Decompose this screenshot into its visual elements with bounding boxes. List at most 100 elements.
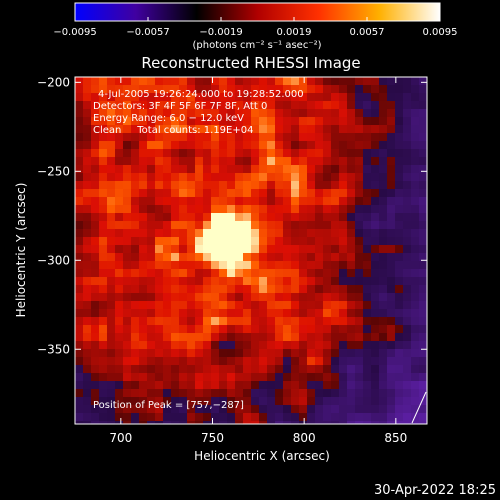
- heatmap-cell: [179, 293, 187, 301]
- heatmap-cell: [403, 109, 411, 117]
- heatmap-cell: [115, 317, 123, 325]
- heatmap-cell: [387, 389, 395, 397]
- heatmap-cell: [211, 221, 219, 229]
- heatmap-cell: [259, 93, 267, 101]
- heatmap-cell: [419, 125, 427, 133]
- heatmap-cell: [75, 277, 83, 285]
- heatmap-cell: [283, 389, 291, 397]
- heatmap-cell: [227, 341, 235, 349]
- heatmap-cell: [227, 85, 235, 93]
- heatmap-cell: [219, 189, 227, 197]
- heatmap-cell: [323, 77, 331, 85]
- heatmap-cell: [219, 181, 227, 189]
- heatmap-cell: [307, 181, 315, 189]
- heatmap-cell: [307, 85, 315, 93]
- heatmap-cell: [219, 397, 227, 405]
- heatmap-cell: [155, 261, 163, 269]
- heatmap-cell: [163, 205, 171, 213]
- heatmap-cell: [75, 85, 83, 93]
- heatmap-cell: [187, 213, 195, 221]
- heatmap-cell: [171, 261, 179, 269]
- heatmap-cell: [411, 157, 419, 165]
- heatmap-cell: [331, 237, 339, 245]
- heatmap-cell: [315, 269, 323, 277]
- heatmap-cell: [403, 101, 411, 109]
- heatmap-cell: [387, 213, 395, 221]
- heatmap-cell: [75, 261, 83, 269]
- heatmap-cell: [123, 189, 131, 197]
- heatmap-cell: [163, 109, 171, 117]
- heatmap-cell: [387, 261, 395, 269]
- heatmap-cell: [115, 365, 123, 373]
- heatmap-cell: [275, 389, 283, 397]
- heatmap-cell: [123, 213, 131, 221]
- heatmap-cell: [219, 293, 227, 301]
- heatmap-cell: [123, 253, 131, 261]
- heatmap-cell: [299, 389, 307, 397]
- heatmap-cell: [227, 261, 235, 269]
- heatmap-cell: [323, 165, 331, 173]
- heatmap-cell: [99, 277, 107, 285]
- heatmap-cell: [419, 293, 427, 301]
- heatmap-cell: [227, 309, 235, 317]
- heatmap-cell: [315, 357, 323, 365]
- heatmap-cell: [419, 149, 427, 157]
- heatmap-cell: [419, 237, 427, 245]
- y-tick-label: −200: [37, 75, 70, 89]
- heatmap-cell: [115, 117, 123, 125]
- heatmap-cell: [235, 181, 243, 189]
- heatmap-cell: [403, 77, 411, 85]
- heatmap-cell: [299, 269, 307, 277]
- heatmap-cell: [419, 317, 427, 325]
- heatmap-cell: [131, 301, 139, 309]
- heatmap-cell: [379, 405, 387, 413]
- heatmap-cell: [315, 333, 323, 341]
- heatmap-cell: [251, 221, 259, 229]
- heatmap-cell: [107, 221, 115, 229]
- heatmap-cell: [299, 205, 307, 213]
- heatmap-cell: [155, 109, 163, 117]
- heatmap-cell: [147, 141, 155, 149]
- heatmap-cell: [419, 101, 427, 109]
- heatmap-cell: [211, 341, 219, 349]
- heatmap-cell: [283, 189, 291, 197]
- heatmap-cell: [131, 277, 139, 285]
- heatmap-cell: [419, 373, 427, 381]
- heatmap-cell: [347, 77, 355, 85]
- heatmap-cell: [139, 93, 147, 101]
- heatmap-cell: [363, 133, 371, 141]
- heatmap-cell: [243, 93, 251, 101]
- heatmap-cell: [411, 381, 419, 389]
- heatmap-cell: [307, 189, 315, 197]
- heatmap-cell: [243, 117, 251, 125]
- heatmap-cell: [371, 421, 379, 424]
- heatmap-cell: [131, 245, 139, 253]
- heatmap-cell: [331, 365, 339, 373]
- heatmap-cell: [211, 325, 219, 333]
- heatmap-cell: [291, 221, 299, 229]
- heatmap-cell: [395, 309, 403, 317]
- heatmap-cell: [419, 381, 427, 389]
- heatmap-cell: [107, 325, 115, 333]
- heatmap-cell: [275, 213, 283, 221]
- heatmap-cell: [371, 149, 379, 157]
- heatmap-cell: [131, 117, 139, 125]
- heatmap-cell: [219, 109, 227, 117]
- heatmap-cell: [403, 85, 411, 93]
- heatmap-cell: [395, 125, 403, 133]
- heatmap-cell: [395, 205, 403, 213]
- heatmap-cell: [355, 237, 363, 245]
- heatmap-cell: [75, 229, 83, 237]
- heatmap-cell: [323, 197, 331, 205]
- heatmap-cell: [203, 413, 211, 421]
- heatmap-cell: [283, 125, 291, 133]
- heatmap-cell: [299, 157, 307, 165]
- heatmap-cell: [307, 421, 315, 424]
- heatmap-cell: [91, 341, 99, 349]
- heatmap-cell: [187, 141, 195, 149]
- heatmap-cell: [243, 309, 251, 317]
- heatmap-cell: [315, 365, 323, 373]
- heatmap-cell: [371, 413, 379, 421]
- heatmap-cell: [339, 85, 347, 93]
- heatmap-cell: [387, 141, 395, 149]
